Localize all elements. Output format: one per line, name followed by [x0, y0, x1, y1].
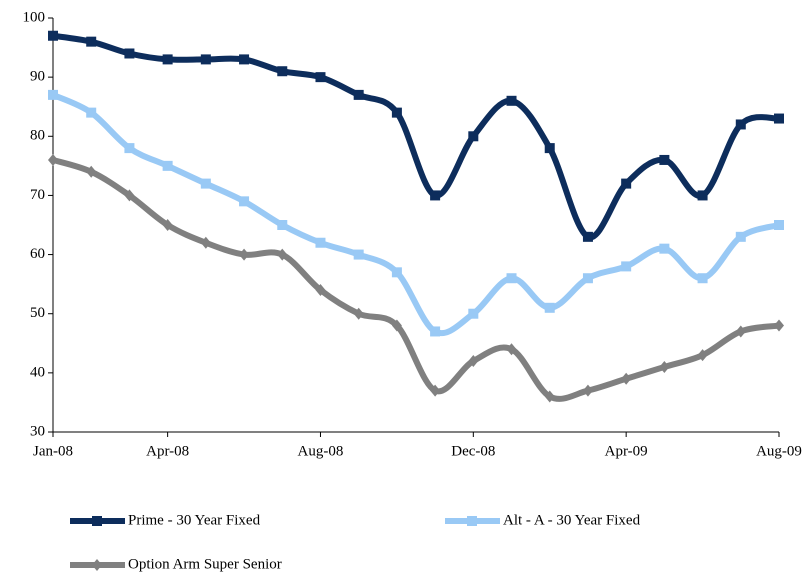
- marker: [124, 143, 135, 154]
- x-tick-label: Apr-09: [605, 443, 648, 459]
- marker: [200, 54, 211, 65]
- marker: [697, 273, 708, 284]
- marker: [124, 48, 135, 59]
- marker: [200, 236, 211, 249]
- marker: [582, 231, 593, 242]
- marker: [468, 131, 479, 142]
- marker: [162, 219, 173, 231]
- marker: [506, 273, 517, 284]
- legend-marker: [467, 516, 477, 526]
- marker: [239, 196, 250, 207]
- marker: [659, 243, 670, 254]
- marker: [277, 220, 288, 230]
- marker: [697, 190, 708, 201]
- series-line: [51, 92, 780, 337]
- marker: [468, 308, 479, 319]
- marker: [86, 36, 97, 47]
- marker: [239, 54, 250, 65]
- y-tick-label: 60: [30, 246, 45, 262]
- y-tick-label: 90: [30, 69, 45, 85]
- legend-marker: [92, 559, 102, 571]
- marker: [735, 231, 746, 242]
- marker: [162, 54, 173, 65]
- marker: [621, 372, 632, 385]
- x-tick-label: Aug-09: [756, 443, 802, 459]
- marker: [48, 89, 58, 100]
- legend-label: Option Arm Super Senior: [128, 556, 282, 572]
- marker: [277, 66, 288, 77]
- marker: [315, 72, 326, 83]
- y-tick-label: 100: [23, 9, 46, 25]
- marker: [239, 248, 250, 261]
- x-tick-label: Aug-08: [298, 443, 344, 459]
- marker: [697, 349, 708, 362]
- marker: [544, 302, 555, 313]
- marker: [200, 178, 211, 189]
- marker: [621, 178, 632, 189]
- marker: [391, 319, 402, 332]
- marker: [48, 30, 58, 41]
- marker: [774, 113, 784, 124]
- marker: [468, 355, 479, 368]
- marker: [582, 384, 593, 397]
- marker: [430, 326, 441, 337]
- marker: [506, 343, 517, 356]
- marker: [621, 261, 632, 272]
- marker: [659, 360, 670, 373]
- marker: [391, 107, 402, 118]
- marker: [277, 248, 288, 261]
- marker: [124, 189, 135, 202]
- marker: [506, 95, 517, 106]
- marker: [162, 160, 173, 171]
- legend-marker: [92, 516, 102, 526]
- y-tick-label: 30: [30, 423, 45, 439]
- y-tick-label: 70: [30, 187, 45, 203]
- marker: [353, 249, 364, 260]
- marker: [353, 307, 364, 320]
- marker: [735, 119, 746, 130]
- legend-label: Alt - A - 30 Year Fixed: [503, 512, 641, 528]
- x-tick-label: Dec-08: [451, 443, 495, 459]
- marker: [544, 390, 555, 403]
- marker: [86, 107, 97, 118]
- series-line: [52, 157, 780, 402]
- marker: [315, 237, 326, 248]
- marker: [659, 154, 670, 165]
- marker: [86, 165, 97, 178]
- marker: [735, 325, 746, 338]
- x-tick-label: Apr-08: [146, 443, 189, 459]
- marker: [774, 220, 784, 230]
- y-tick-label: 40: [30, 364, 45, 380]
- x-tick-label: Jan-08: [33, 443, 73, 459]
- marker: [430, 384, 441, 397]
- series-line: [52, 32, 780, 240]
- marker: [544, 143, 555, 154]
- legend-label: Prime - 30 Year Fixed: [128, 512, 261, 528]
- y-tick-label: 50: [30, 305, 45, 321]
- marker: [48, 153, 58, 166]
- marker: [315, 284, 326, 297]
- marker: [353, 89, 364, 100]
- y-tick-label: 80: [30, 128, 45, 144]
- marker: [391, 267, 402, 278]
- marker: [774, 319, 784, 332]
- marker: [582, 273, 593, 284]
- marker: [430, 190, 441, 201]
